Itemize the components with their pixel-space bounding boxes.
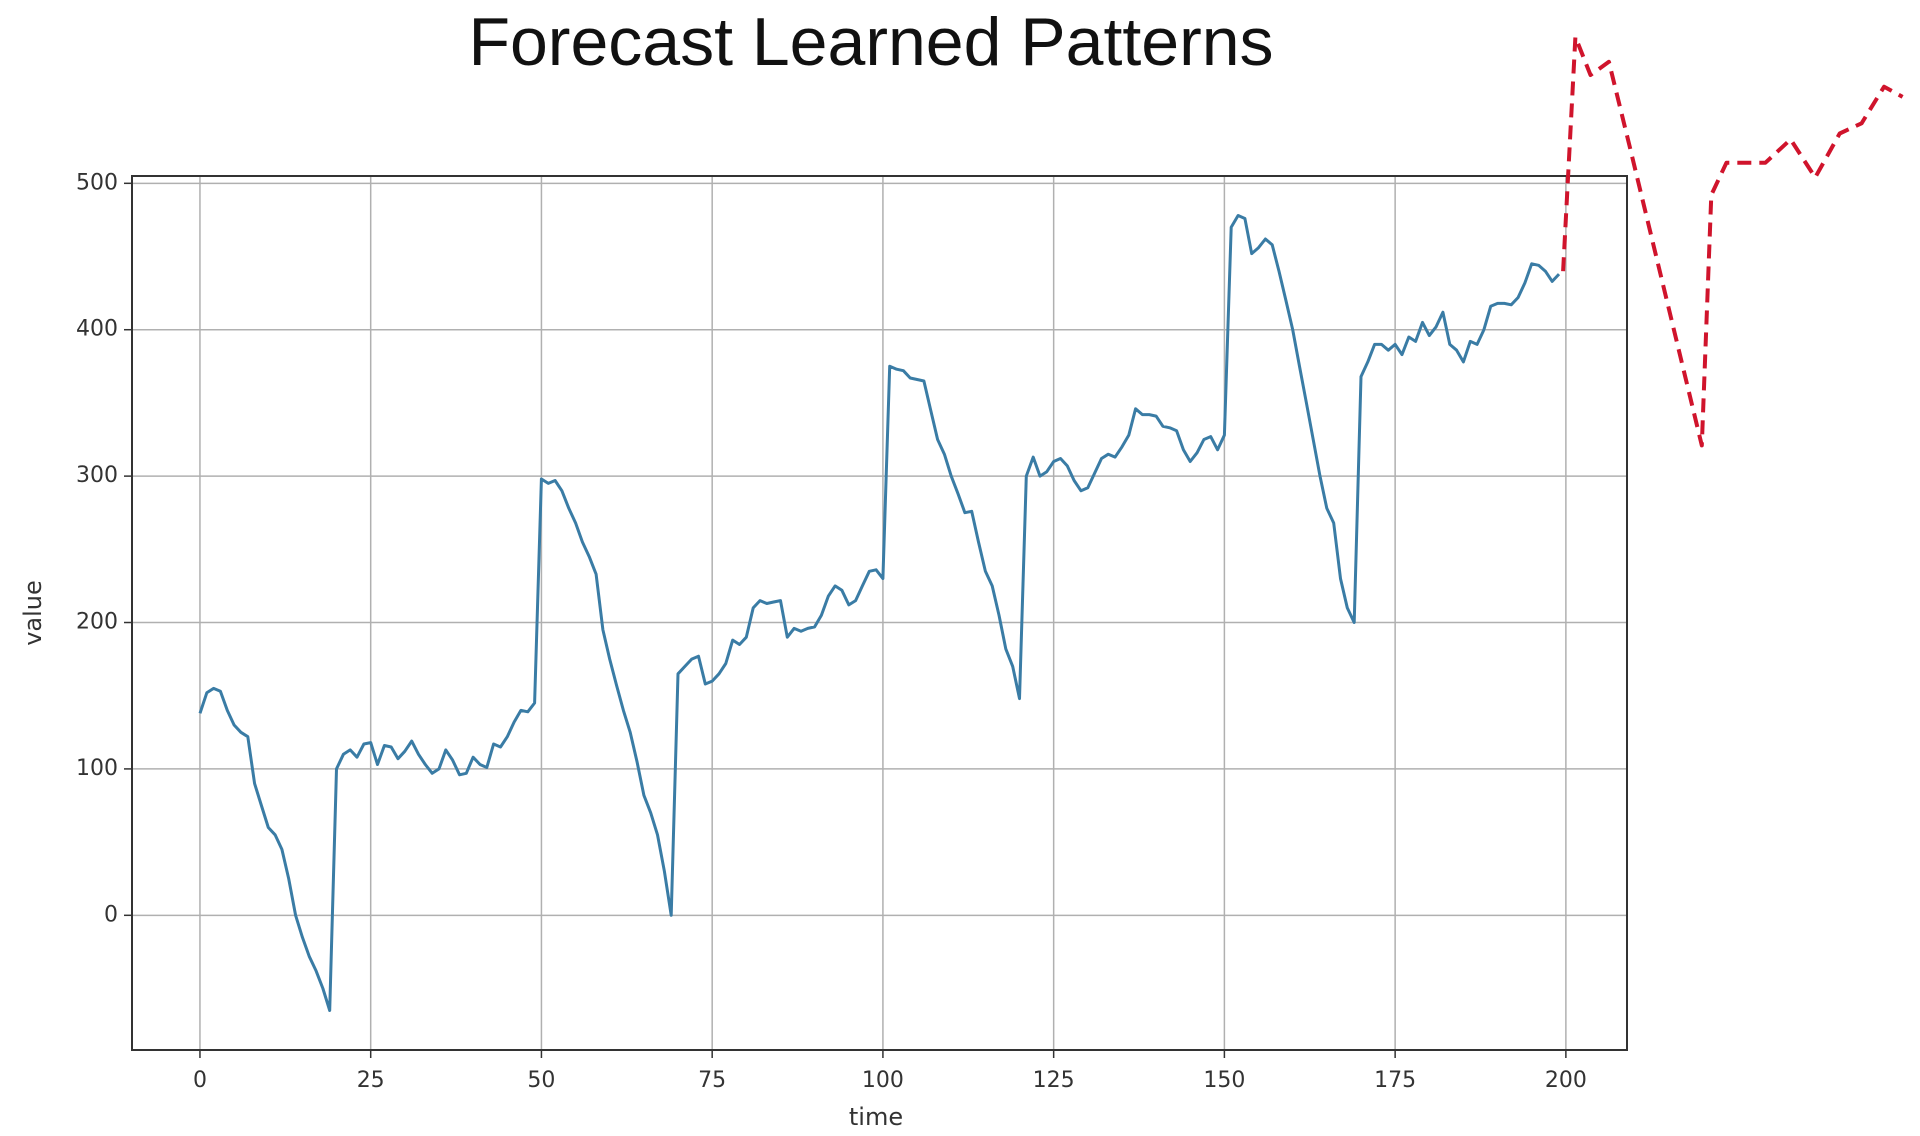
x-axis-label: time (849, 1103, 903, 1131)
x-tick-label: 175 (1374, 1068, 1416, 1093)
x-tick-label: 200 (1545, 1068, 1587, 1093)
x-tick-label: 125 (1033, 1068, 1075, 1093)
y-tick-label: 400 (76, 317, 118, 342)
y-tick-label: 0 (104, 902, 118, 927)
series-line (198, 214, 1561, 1012)
plot-frame (131, 175, 1628, 1051)
forecast-line (1561, 34, 1904, 448)
x-tick-label: 75 (698, 1068, 726, 1093)
y-tick-label: 300 (76, 463, 118, 488)
x-tick-label: 0 (193, 1068, 207, 1093)
chart-title: Forecast Learned Patterns (468, 4, 1273, 80)
x-tick-label: 50 (527, 1068, 555, 1093)
y-tick-label: 200 (76, 610, 118, 635)
x-tick-label: 25 (357, 1068, 385, 1093)
y-tick-label: 100 (76, 756, 118, 781)
x-tick-label: 150 (1203, 1068, 1245, 1093)
y-tick-label: 500 (76, 170, 118, 195)
x-tick-label: 100 (862, 1068, 904, 1093)
y-axis-label: value (19, 580, 47, 646)
